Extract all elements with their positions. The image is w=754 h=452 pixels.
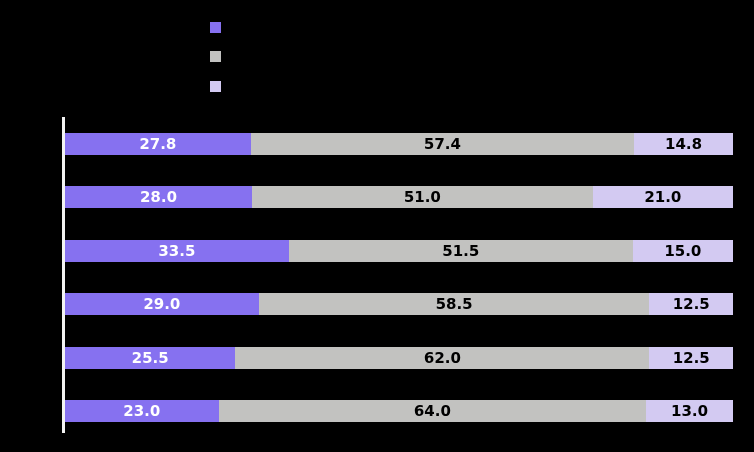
bar-row: 23.0 64.0 13.0 bbox=[65, 400, 733, 422]
bar-value-label: 64.0 bbox=[413, 401, 451, 420]
bar-value-label: 33.5 bbox=[158, 241, 196, 260]
bar-row: 29.0 58.5 12.5 bbox=[65, 293, 733, 315]
bar-value-label: 14.8 bbox=[665, 134, 703, 153]
bar-segment-series-1: 23.0 bbox=[65, 400, 219, 422]
bar-value-label: 29.0 bbox=[143, 294, 181, 313]
bar-value-label: 12.5 bbox=[672, 348, 710, 367]
bar-value-label: 27.8 bbox=[139, 134, 177, 153]
bar-value-label: 25.5 bbox=[131, 348, 169, 367]
bar-segment-series-2: 58.5 bbox=[258, 293, 650, 315]
bar-segment-series-1: 25.5 bbox=[65, 347, 236, 369]
y-axis-line bbox=[62, 117, 65, 433]
bar-segment-series-2: 51.5 bbox=[288, 240, 633, 262]
bar-segment-series-2: 62.0 bbox=[235, 347, 650, 369]
bar-row: 27.8 57.4 14.8 bbox=[65, 133, 733, 155]
bar-row: 28.0 51.0 21.0 bbox=[65, 186, 733, 208]
bar-value-label: 13.0 bbox=[671, 401, 709, 420]
bar-value-label: 28.0 bbox=[140, 187, 178, 206]
bar-segment-series-2: 51.0 bbox=[252, 186, 593, 208]
bar-segment-series-1: 33.5 bbox=[65, 240, 289, 262]
bar-segment-series-1: 27.8 bbox=[65, 133, 251, 155]
legend-swatch-series-1 bbox=[210, 22, 221, 33]
bar-segment-series-3: 14.8 bbox=[634, 133, 733, 155]
bar-value-label: 21.0 bbox=[644, 187, 682, 206]
bar-segment-series-3: 21.0 bbox=[592, 186, 733, 208]
bar-segment-series-2: 64.0 bbox=[218, 400, 647, 422]
bar-value-label: 12.5 bbox=[672, 294, 710, 313]
legend-swatch-series-3 bbox=[210, 81, 221, 92]
bar-segment-series-1: 28.0 bbox=[65, 186, 253, 208]
bar-segment-series-2: 57.4 bbox=[250, 133, 635, 155]
legend-swatch-series-2 bbox=[210, 51, 221, 62]
bar-segment-series-3: 12.5 bbox=[649, 293, 733, 315]
bar-segment-series-3: 12.5 bbox=[649, 347, 733, 369]
bar-value-label: 58.5 bbox=[435, 294, 473, 313]
bar-value-label: 57.4 bbox=[423, 134, 461, 153]
bar-row: 25.5 62.0 12.5 bbox=[65, 347, 733, 369]
bar-row: 33.5 51.5 15.0 bbox=[65, 240, 733, 262]
bar-segment-series-3: 15.0 bbox=[632, 240, 733, 262]
bar-value-label: 51.5 bbox=[442, 241, 480, 260]
bar-value-label: 15.0 bbox=[664, 241, 702, 260]
bar-segment-series-3: 13.0 bbox=[646, 400, 733, 422]
bar-segment-series-1: 29.0 bbox=[65, 293, 259, 315]
bar-value-label: 51.0 bbox=[403, 187, 441, 206]
bar-value-label: 23.0 bbox=[123, 401, 161, 420]
bar-value-label: 62.0 bbox=[423, 348, 461, 367]
